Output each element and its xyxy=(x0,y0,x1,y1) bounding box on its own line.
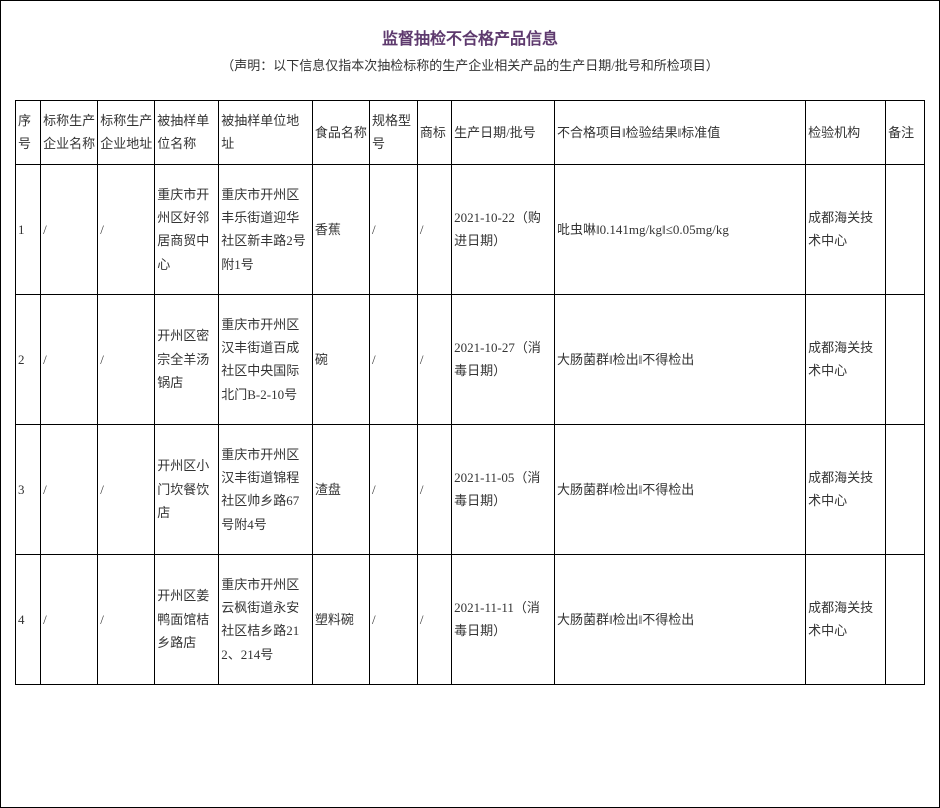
table-header-row: 序号 标称生产企业名称 标称生产企业地址 被抽样单位名称 被抽样单位地址 食品名… xyxy=(16,101,925,165)
cell xyxy=(886,294,925,424)
cell: / xyxy=(98,554,155,684)
cell: / xyxy=(417,294,451,424)
table-row: 2 / / 开州区密宗全羊汤锅店 重庆市开州区汉丰街道百成社区中央国际北门B-2… xyxy=(16,294,925,424)
col-food-name: 食品名称 xyxy=(312,101,369,165)
cell: / xyxy=(98,424,155,554)
col-index: 序号 xyxy=(16,101,41,165)
cell: 重庆市开州区云枫街道永安社区桔乡路212、214号 xyxy=(219,554,313,684)
cell: 成都海关技术中心 xyxy=(806,164,886,294)
cell: 重庆市开州区好邻居商贸中心 xyxy=(155,164,219,294)
cell: 重庆市开州区汉丰街道锦程社区帅乡路67号附4号 xyxy=(219,424,313,554)
cell: 大肠菌群‖检出‖不得检出 xyxy=(554,424,805,554)
cell xyxy=(886,164,925,294)
col-date: 生产日期/批号 xyxy=(452,101,555,165)
cell: / xyxy=(41,294,98,424)
cell-index: 1 xyxy=(16,164,41,294)
cell: / xyxy=(417,164,451,294)
col-prod-addr: 标称生产企业地址 xyxy=(98,101,155,165)
cell: / xyxy=(98,164,155,294)
cell-index: 4 xyxy=(16,554,41,684)
col-sample-addr: 被抽样单位地址 xyxy=(219,101,313,165)
cell: 2021-11-11（消毒日期） xyxy=(452,554,555,684)
cell: / xyxy=(369,164,417,294)
cell: / xyxy=(369,554,417,684)
col-org: 检验机构 xyxy=(806,101,886,165)
cell: 2021-10-22（购进日期） xyxy=(452,164,555,294)
cell: 香蕉 xyxy=(312,164,369,294)
col-brand: 商标 xyxy=(417,101,451,165)
table-row: 4 / / 开州区姜鸭面馆桔乡路店 重庆市开州区云枫街道永安社区桔乡路212、2… xyxy=(16,554,925,684)
cell: / xyxy=(41,424,98,554)
cell-index: 3 xyxy=(16,424,41,554)
cell: 成都海关技术中心 xyxy=(806,554,886,684)
cell: 2021-11-05（消毒日期） xyxy=(452,424,555,554)
page-container: 监督抽检不合格产品信息 （声明：以下信息仅指本次抽检标称的生产企业相关产品的生产… xyxy=(0,0,940,808)
cell-index: 2 xyxy=(16,294,41,424)
cell: / xyxy=(417,554,451,684)
cell xyxy=(886,424,925,554)
cell: / xyxy=(417,424,451,554)
page-title: 监督抽检不合格产品信息 xyxy=(15,25,925,49)
cell: 塑料碗 xyxy=(312,554,369,684)
col-spec: 规格型号 xyxy=(369,101,417,165)
cell: 吡虫啉‖0.141mg/kg‖≤0.05mg/kg xyxy=(554,164,805,294)
cell: 碗 xyxy=(312,294,369,424)
col-prod-name: 标称生产企业名称 xyxy=(41,101,98,165)
col-sample-name: 被抽样单位名称 xyxy=(155,101,219,165)
cell xyxy=(886,554,925,684)
inspection-table: 序号 标称生产企业名称 标称生产企业地址 被抽样单位名称 被抽样单位地址 食品名… xyxy=(15,100,925,685)
cell: / xyxy=(98,294,155,424)
cell: 开州区姜鸭面馆桔乡路店 xyxy=(155,554,219,684)
cell: / xyxy=(369,424,417,554)
cell: 开州区小门坎餐饮店 xyxy=(155,424,219,554)
cell: / xyxy=(41,554,98,684)
table-row: 3 / / 开州区小门坎餐饮店 重庆市开州区汉丰街道锦程社区帅乡路67号附4号 … xyxy=(16,424,925,554)
table-body: 1 / / 重庆市开州区好邻居商贸中心 重庆市开州区丰乐街道迎华社区新丰路2号附… xyxy=(16,164,925,684)
col-remark: 备注 xyxy=(886,101,925,165)
table-row: 1 / / 重庆市开州区好邻居商贸中心 重庆市开州区丰乐街道迎华社区新丰路2号附… xyxy=(16,164,925,294)
cell: / xyxy=(41,164,98,294)
cell: 重庆市开州区丰乐街道迎华社区新丰路2号附1号 xyxy=(219,164,313,294)
cell: 重庆市开州区汉丰街道百成社区中央国际北门B-2-10号 xyxy=(219,294,313,424)
cell: 成都海关技术中心 xyxy=(806,294,886,424)
cell: 开州区密宗全羊汤锅店 xyxy=(155,294,219,424)
cell: 大肠菌群‖检出‖不得检出 xyxy=(554,554,805,684)
col-result: 不合格项目‖检验结果‖标准值 xyxy=(554,101,805,165)
page-subtitle: （声明：以下信息仅指本次抽检标称的生产企业相关产品的生产日期/批号和所检项目） xyxy=(15,55,925,74)
cell: 2021-10-27（消毒日期） xyxy=(452,294,555,424)
cell: 大肠菌群‖检出‖不得检出 xyxy=(554,294,805,424)
cell: 渣盘 xyxy=(312,424,369,554)
cell: / xyxy=(369,294,417,424)
cell: 成都海关技术中心 xyxy=(806,424,886,554)
